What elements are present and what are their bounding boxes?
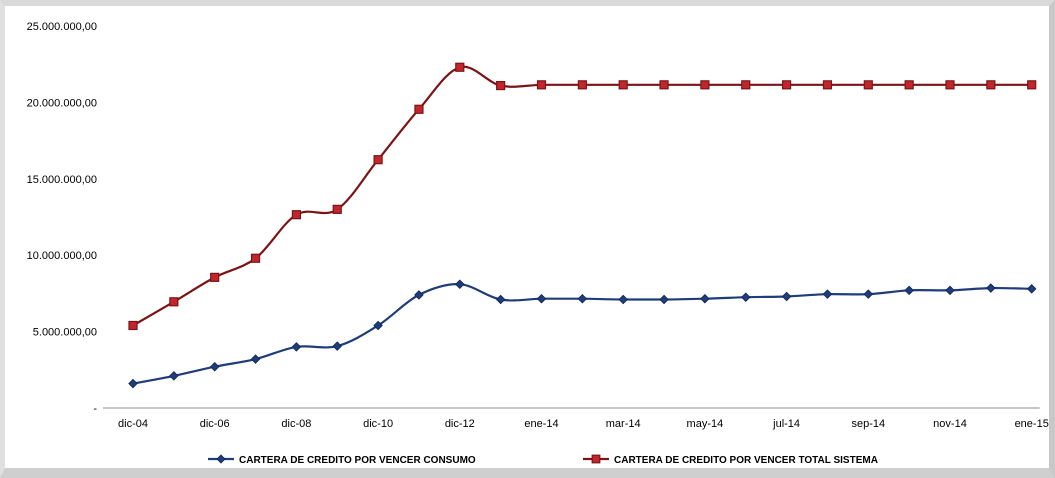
data-point	[210, 272, 220, 282]
legend-item: CARTERA DE CREDITO POR VENCER TOTAL SIST…	[583, 454, 878, 466]
data-point	[986, 283, 996, 293]
x-axis-tick-labels: dic-04 dic-06 dic-08 dic-10 dic-12 ene-14 mar-…	[118, 418, 1049, 430]
data-point	[781, 291, 792, 302]
data-point	[128, 378, 138, 389]
x-tick-label: dic-04	[118, 418, 148, 430]
data-point	[495, 294, 506, 305]
data-point	[373, 155, 383, 165]
data-point	[700, 293, 710, 304]
data-point	[209, 361, 220, 372]
x-tick-label: dic-10	[363, 418, 393, 430]
data-point	[863, 80, 873, 90]
series-group	[128, 62, 1037, 389]
data-point	[169, 371, 179, 381]
data-point	[741, 80, 751, 90]
data-point	[618, 80, 628, 90]
data-point	[863, 289, 874, 299]
series-line	[132, 65, 1032, 327]
data-point	[781, 80, 792, 90]
x-tick-label: ene-15	[1015, 418, 1049, 430]
data-point	[659, 80, 669, 90]
x-tick-label: mar-14	[606, 418, 641, 430]
data-point	[1026, 284, 1037, 294]
y-tick-label: -	[93, 403, 97, 415]
y-tick-label: 20.000.000,00	[27, 97, 97, 109]
data-point	[332, 341, 343, 351]
data-point	[822, 80, 833, 90]
legend-marker	[216, 454, 226, 464]
legend-item: CARTERA DE CREDITO POR VENCER CONSUMO	[208, 454, 476, 466]
x-tick-label: sep-14	[851, 418, 885, 430]
data-point	[455, 62, 465, 72]
y-tick-label: 10.000.000,00	[27, 250, 97, 262]
data-point	[822, 289, 833, 299]
legend: CARTERA DE CREDITO POR VENCER CONSUMO CAR…	[208, 454, 878, 466]
x-tick-label: jul-14	[772, 418, 800, 430]
legend-marker	[591, 454, 601, 464]
data-point	[986, 80, 996, 90]
data-point	[496, 80, 506, 91]
y-tick-label: 25.000.000,00	[27, 21, 97, 33]
data-point	[618, 294, 628, 305]
data-point	[455, 279, 465, 289]
data-point	[414, 104, 424, 114]
y-tick-label: 15.000.000,00	[27, 174, 97, 186]
data-point	[373, 320, 383, 331]
data-point	[291, 342, 302, 352]
data-point	[904, 285, 914, 296]
data-point	[414, 290, 424, 300]
series-consumo	[128, 279, 1037, 389]
data-point	[577, 293, 588, 304]
data-point	[536, 80, 547, 90]
y-axis-tick-labels: - 5.000.000,00 10.000.000,00 15.000.000,00 2…	[27, 21, 98, 415]
data-point	[332, 204, 342, 214]
data-point	[945, 80, 955, 90]
data-point	[700, 80, 710, 90]
x-tick-label: dic-06	[200, 418, 230, 430]
legend-label: CARTERA DE CREDITO POR VENCER CONSUMO	[239, 455, 476, 466]
data-point	[740, 292, 751, 302]
data-point	[250, 354, 261, 364]
x-tick-label: dic-08	[281, 418, 311, 430]
data-point	[169, 297, 179, 307]
data-point	[291, 210, 301, 220]
x-tick-label: may-14	[687, 418, 724, 430]
data-point	[904, 80, 914, 90]
data-point	[945, 285, 955, 296]
data-point	[250, 253, 261, 263]
data-point	[659, 294, 669, 305]
data-point	[1027, 80, 1037, 90]
y-tick-label: 5.000.000,00	[33, 327, 97, 339]
x-tick-label: dic-12	[445, 418, 475, 430]
data-point	[128, 320, 138, 331]
data-point	[577, 80, 587, 90]
data-point	[536, 293, 547, 304]
x-tick-label: ene-14	[524, 418, 558, 430]
x-tick-label: nov-14	[933, 418, 967, 430]
legend-label: CARTERA DE CREDITO POR VENCER TOTAL SIST…	[614, 455, 878, 466]
series-total-sistema	[128, 62, 1037, 331]
